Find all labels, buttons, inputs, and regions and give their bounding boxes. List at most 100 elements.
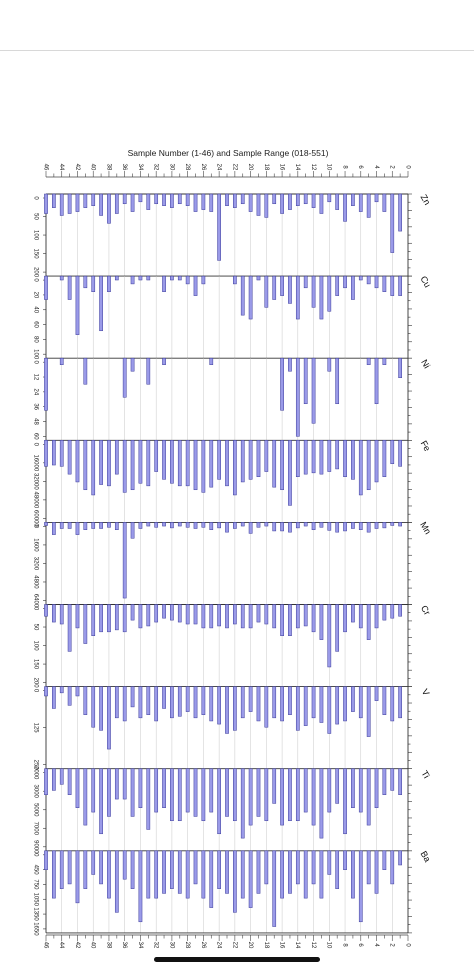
home-indicator[interactable]	[154, 957, 320, 962]
y-tick-label: 48000	[32, 492, 38, 509]
x-tick-label: 46	[42, 942, 48, 949]
bar	[185, 768, 190, 813]
bar	[327, 275, 332, 312]
x-tick-label: 26	[200, 942, 206, 949]
bar	[398, 357, 402, 378]
bar	[335, 357, 340, 405]
bar	[67, 686, 72, 706]
bar	[114, 604, 119, 631]
bar	[138, 275, 143, 281]
bar	[52, 850, 56, 899]
bar	[327, 686, 332, 734]
bar	[311, 604, 316, 633]
element-label: Ba	[418, 849, 432, 864]
bar	[264, 275, 269, 308]
bar	[335, 850, 340, 889]
bar	[217, 522, 221, 529]
bar	[91, 275, 96, 292]
element-label: Fe	[419, 439, 433, 453]
x-tick-label: 8	[341, 165, 347, 169]
bar	[382, 193, 387, 212]
bar	[398, 193, 402, 232]
bar	[272, 275, 277, 300]
bar	[44, 686, 48, 697]
bar	[311, 275, 316, 308]
panel-cr: 0 50 100 150 200 Cr	[32, 604, 432, 689]
y-tick-label: 24	[32, 388, 38, 395]
element-label: Ni	[419, 358, 432, 370]
x-tick-label: 24	[216, 164, 222, 171]
x-tick-label: 46	[42, 164, 48, 171]
bar	[91, 768, 96, 813]
bar	[122, 686, 127, 722]
bar	[130, 768, 135, 817]
bar	[107, 686, 111, 750]
element-label: Cr	[419, 604, 432, 617]
bar	[240, 686, 245, 719]
y-tick-label: 100	[32, 349, 38, 360]
bar	[209, 850, 214, 908]
bar	[217, 686, 221, 725]
bar	[366, 686, 371, 737]
bar	[295, 440, 300, 477]
bar	[177, 522, 182, 527]
bar	[311, 193, 316, 208]
x-tick-label: 32	[153, 164, 159, 171]
x-tick-label: 38	[105, 164, 111, 171]
x-tick-label: 28	[184, 164, 190, 171]
bar	[170, 440, 174, 484]
bar	[233, 768, 237, 822]
bar	[107, 768, 111, 817]
bar	[154, 850, 159, 899]
bar	[225, 193, 229, 206]
y-tick-label: 200	[32, 267, 38, 278]
bar	[390, 440, 395, 464]
bar	[225, 440, 229, 487]
x-tick-label: 38	[105, 942, 111, 949]
bar	[99, 686, 103, 731]
bar	[272, 440, 277, 488]
y-tick-label: 1050	[32, 893, 38, 907]
bar	[280, 440, 284, 491]
bar	[398, 850, 402, 866]
bar	[99, 440, 103, 485]
bar	[225, 604, 229, 629]
bar	[177, 193, 182, 205]
bar	[233, 440, 237, 496]
bar	[295, 522, 300, 529]
bar	[295, 275, 300, 320]
bar	[398, 440, 402, 467]
y-tick-label: 750	[32, 879, 38, 890]
bar	[311, 522, 316, 530]
bar	[67, 440, 72, 475]
bar	[358, 193, 363, 212]
x-tick-label: 44	[58, 942, 64, 949]
bar	[44, 440, 48, 467]
bottom-x-axis: 46 44 42 40 38 36 34 32 30 28 26 24 22 20 18 16 14 12 10 8 6…	[42, 934, 410, 949]
x-tick-label: 30	[168, 942, 174, 949]
bar	[162, 768, 166, 809]
bar	[44, 850, 48, 870]
bar	[91, 604, 96, 636]
bar	[59, 357, 64, 365]
bar	[295, 850, 300, 885]
bar	[248, 275, 253, 320]
bar	[256, 440, 261, 477]
bar	[201, 850, 206, 899]
bar	[327, 604, 332, 668]
bar	[343, 193, 347, 222]
bar	[272, 768, 277, 804]
bar	[264, 686, 269, 728]
bar	[311, 357, 316, 424]
bar	[122, 440, 127, 493]
bar	[256, 522, 261, 528]
bar	[280, 768, 284, 826]
x-tick-label: 36	[121, 164, 127, 171]
bar	[67, 850, 72, 885]
bar	[67, 604, 72, 652]
bar	[67, 768, 72, 795]
bar	[272, 522, 277, 532]
bar	[351, 193, 355, 206]
bar	[343, 440, 347, 477]
panel-ti: 2000 3000 5000 7000 9000 Ti	[32, 766, 431, 854]
